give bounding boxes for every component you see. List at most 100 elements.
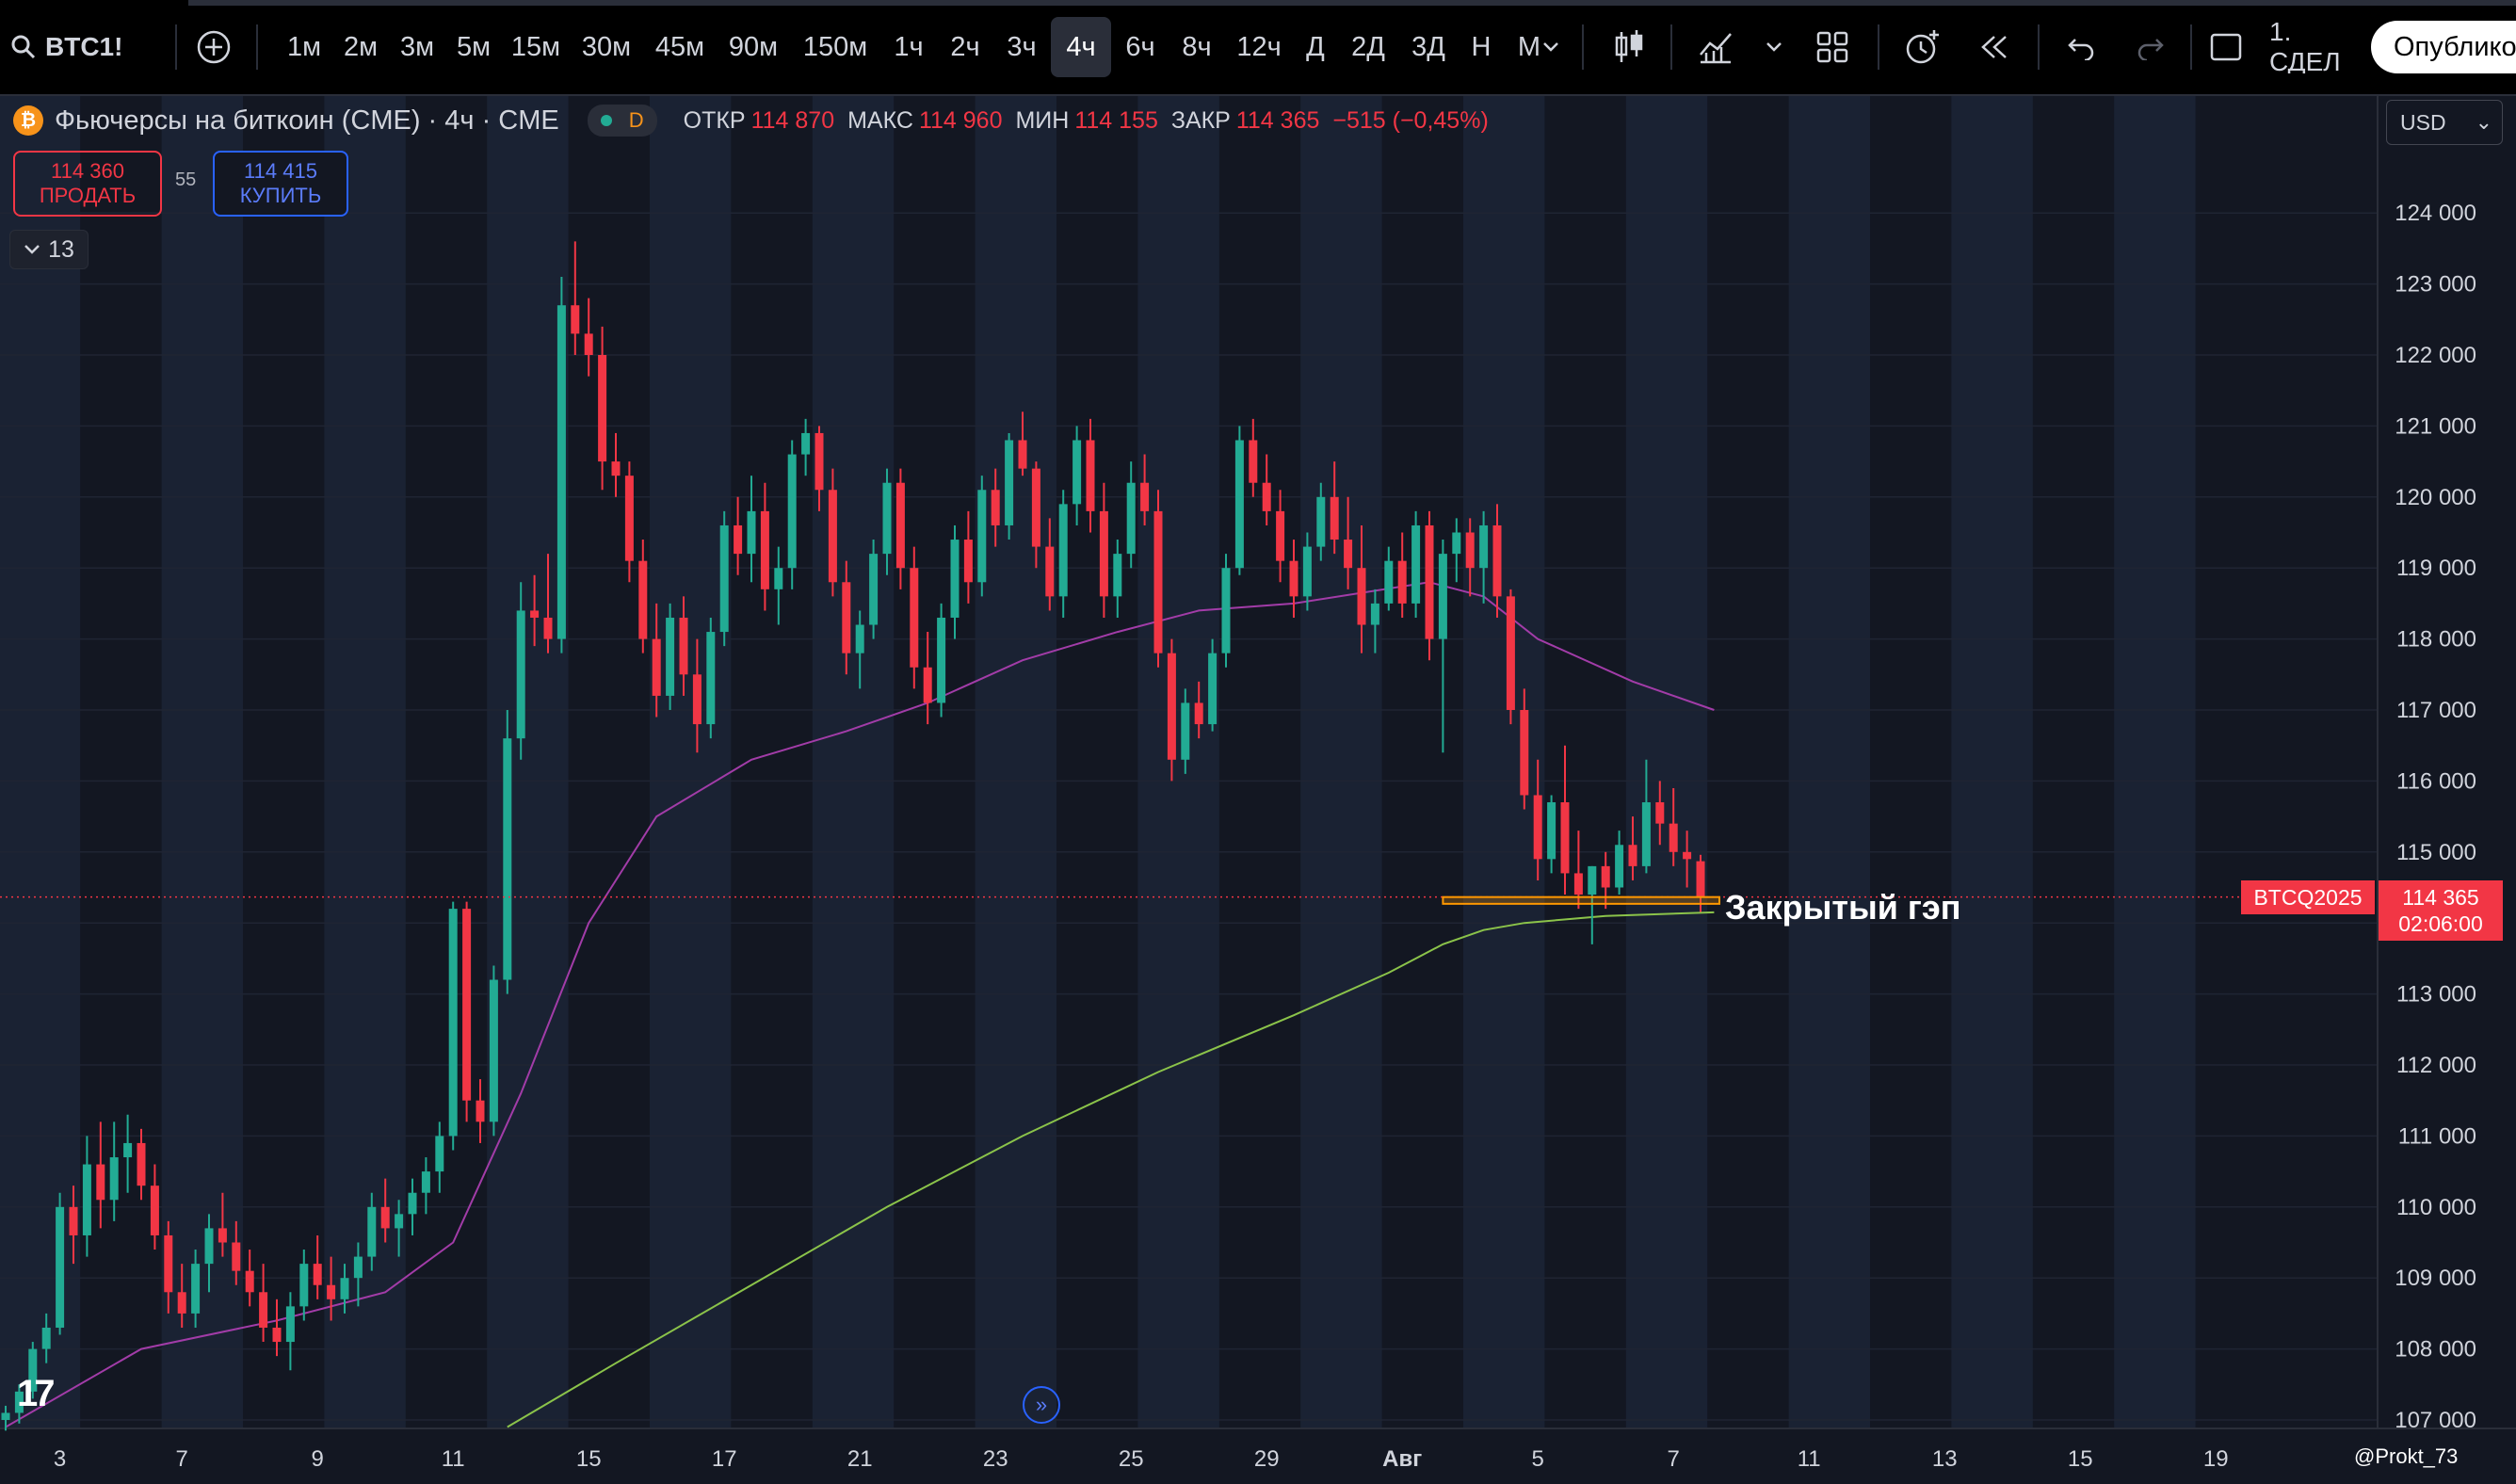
timeframe-20[interactable]: М (1517, 31, 1541, 62)
candle-body (1641, 802, 1651, 866)
timeframe-2[interactable]: 3м (399, 31, 435, 62)
timeframe-1[interactable]: 2м (343, 31, 379, 62)
candle-body (977, 490, 987, 583)
candle-body (706, 632, 716, 725)
candle-body (353, 1256, 363, 1279)
timeframe-17[interactable]: 2Д (1351, 31, 1385, 62)
timeframe-11[interactable]: 3ч (1007, 31, 1037, 62)
candle-body (395, 1214, 404, 1229)
indicators-count: 13 (48, 235, 74, 263)
candle-body (1344, 540, 1353, 569)
chart-area[interactable]: 107 000 108 000 109 000 110 000 111 000 112 0… (0, 96, 2516, 1484)
candle-body (556, 305, 566, 639)
candle-body (611, 461, 621, 476)
close-value: 114 365 (1235, 106, 1320, 134)
legend-title[interactable]: Фьючерсы на биткоин (CME) · 4ч · CME (55, 105, 559, 136)
candle-body (1425, 524, 1434, 639)
candle-body (624, 476, 634, 561)
time-tick-label: 7 (1668, 1446, 1680, 1472)
time-tick-label: 15 (2068, 1446, 2093, 1472)
chart-annotation-text[interactable]: Закрытый гэп (1725, 888, 1961, 927)
candle-body (1316, 496, 1326, 547)
timeframe-15[interactable]: 12ч (1236, 31, 1282, 62)
timeframe-12[interactable]: 4ч (1051, 17, 1111, 77)
time-tick-label: 23 (983, 1446, 1008, 1472)
timeframe-7[interactable]: 90м (728, 31, 779, 62)
alert-clock-icon[interactable] (1900, 21, 1945, 73)
timeframe-8[interactable]: 150м (802, 31, 868, 62)
candle-body (204, 1228, 214, 1265)
timeframe-3[interactable]: 5м (456, 31, 492, 62)
timeframe-0[interactable]: 1м (286, 31, 322, 62)
compare-add-button[interactable] (192, 21, 235, 73)
buy-button[interactable]: 114 415 КУПИТЬ (213, 151, 348, 217)
candle-body (1031, 468, 1040, 547)
candle-body (1167, 653, 1176, 760)
session-background (0, 96, 81, 1428)
tradingview-logo[interactable]: 17 (17, 1373, 55, 1414)
currency-select[interactable]: USD ⌄ (2386, 100, 2503, 145)
candle-body (272, 1327, 282, 1343)
candle-body (937, 617, 946, 703)
candle-body (1058, 504, 1068, 597)
indicators-collapse-button[interactable]: 13 (9, 230, 89, 269)
fullscreen-icon[interactable] (2203, 21, 2249, 73)
session-background (812, 96, 895, 1428)
candle-body (41, 1327, 51, 1349)
symbol-search-button[interactable]: BTC1! (9, 21, 141, 73)
candle-body (855, 624, 864, 653)
timeframe-9[interactable]: 1ч (894, 31, 924, 62)
candle-body (96, 1164, 105, 1201)
candle-body (285, 1306, 295, 1343)
candles-style-icon[interactable] (1606, 21, 1652, 73)
layout-name-button[interactable]: 1. СДЕЛ (2269, 21, 2341, 73)
candle-body (719, 524, 729, 633)
candle-body (123, 1142, 133, 1158)
redo-icon[interactable] (2128, 21, 2173, 73)
timeframe-16[interactable]: Д (1306, 31, 1325, 62)
time-tick-label: 19 (2203, 1446, 2229, 1472)
candle-body (638, 560, 648, 639)
timeframe-10[interactable]: 2ч (950, 31, 980, 62)
timeframe-6[interactable]: 45м (654, 31, 705, 62)
timeframe-14[interactable]: 8ч (1182, 31, 1212, 62)
sell-button[interactable]: 114 360 ПРОДАТЬ (13, 151, 162, 217)
session-background (1137, 96, 1219, 1428)
window-drag-bar[interactable] (188, 0, 2516, 6)
session-background (1625, 96, 1708, 1428)
top-toolbar: BTC1! 1м 2м 3м 5м 15м 30м 45м 90м 150м 1ч 2ч 3ч 4ч 6ч… (0, 0, 2516, 96)
candle-body (801, 432, 811, 455)
candlestick-chart[interactable]: 107 000 108 000 109 000 110 000 111 000 112 0… (0, 96, 2516, 1484)
candle-body (82, 1164, 91, 1235)
timeframe-13[interactable]: 6ч (1125, 31, 1155, 62)
timeframe-5[interactable]: 30м (581, 31, 632, 62)
candle-body (462, 909, 472, 1101)
candle-body (1384, 560, 1394, 604)
candle-body (1615, 845, 1624, 888)
session-badge[interactable]: D (587, 105, 657, 137)
timeframe-18[interactable]: 3Д (1411, 31, 1445, 62)
timeframe-dropdown-chevron-icon[interactable] (1537, 21, 1565, 73)
undo-icon[interactable] (2058, 21, 2104, 73)
candle-body (1370, 603, 1379, 625)
timeframe-4[interactable]: 15м (510, 31, 561, 62)
candle-body (14, 1391, 24, 1413)
indicators-icon[interactable] (1693, 21, 1738, 73)
gap-zone-rectangle[interactable] (1442, 895, 1721, 905)
market-status-dot-icon (600, 115, 612, 126)
indicators-dropdown-chevron-icon[interactable] (1761, 21, 1787, 73)
replay-rewind-icon[interactable] (1972, 21, 2017, 73)
publish-button[interactable]: Опублико (2371, 21, 2516, 73)
candle-body (367, 1206, 377, 1257)
timeframe-19[interactable]: Н (1471, 31, 1492, 62)
candle-body (923, 667, 932, 703)
candle-body (774, 568, 783, 589)
candle-body (869, 554, 879, 625)
scroll-to-realtime-icon[interactable]: » (1023, 1386, 1060, 1424)
toolbar-divider (2190, 24, 2192, 70)
candle-body (1465, 532, 1475, 569)
layout-grid-icon[interactable] (1810, 21, 1855, 73)
chevron-down-icon (24, 245, 40, 254)
search-icon (11, 35, 36, 59)
session-background (324, 96, 406, 1428)
